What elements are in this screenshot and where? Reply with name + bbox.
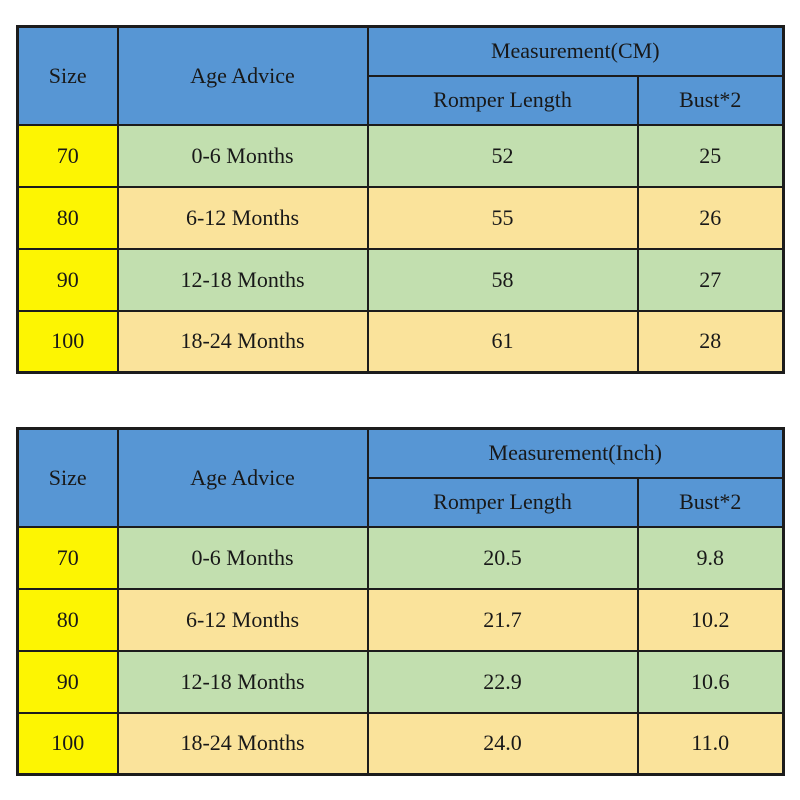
romper-length-cell: 58 [366, 247, 639, 312]
size-chart-table-cm: Size Age Advice Measurement(CM) Romper L… [16, 25, 785, 374]
age-cell: 12-18 Months [116, 247, 369, 312]
size-cell: 80 [16, 587, 119, 652]
romper-length-cell: 61 [366, 309, 639, 374]
romper-length-cell: 52 [366, 123, 639, 188]
romper-length-cell: 21.7 [366, 587, 639, 652]
bust-cell: 11.0 [636, 711, 785, 776]
romper-length-cell: 20.5 [366, 525, 639, 590]
header-size: Size [16, 25, 119, 126]
header-measurement-inch: Measurement(Inch) [366, 427, 785, 479]
size-chart-table-inch: Size Age Advice Measurement(Inch) Romper… [16, 427, 786, 776]
table-row: 90 12-18 Months 58 27 [16, 247, 785, 312]
age-cell: 0-6 Months [116, 525, 369, 590]
table-row: 70 0-6 Months 52 25 [16, 123, 785, 188]
table-row: 80 6-12 Months 55 26 [16, 185, 785, 250]
size-cell: 90 [16, 247, 119, 312]
header-age-advice: Age Advice [116, 427, 369, 528]
bust-cell: 28 [636, 309, 785, 374]
age-cell: 6-12 Months [116, 587, 369, 652]
header-romper-length: Romper Length [366, 476, 639, 528]
bust-cell: 10.6 [636, 649, 785, 714]
size-cell: 90 [16, 649, 119, 714]
table-row: 100 18-24 Months 61 28 [16, 309, 785, 374]
size-cell: 70 [16, 525, 119, 590]
header-romper-length: Romper Length [366, 74, 639, 126]
table-row: 70 0-6 Months 20.5 9.8 [16, 525, 785, 590]
bust-cell: 25 [636, 123, 785, 188]
age-cell: 18-24 Months [116, 309, 369, 374]
bust-cell: 26 [636, 185, 785, 250]
age-cell: 6-12 Months [116, 185, 369, 250]
age-cell: 0-6 Months [116, 123, 369, 188]
table-row: 80 6-12 Months 21.7 10.2 [16, 587, 785, 652]
age-cell: 18-24 Months [116, 711, 369, 776]
header-measurement-cm: Measurement(CM) [366, 25, 785, 77]
header-bust: Bust*2 [636, 74, 785, 126]
age-cell: 12-18 Months [116, 649, 369, 714]
romper-length-cell: 22.9 [366, 649, 639, 714]
header-bust: Bust*2 [636, 476, 785, 528]
table-row: 100 18-24 Months 24.0 11.0 [16, 711, 785, 776]
header-size: Size [16, 427, 119, 528]
bust-cell: 10.2 [636, 587, 785, 652]
romper-length-cell: 55 [366, 185, 639, 250]
bust-cell: 27 [636, 247, 785, 312]
size-cell: 100 [16, 309, 119, 374]
table-row: 90 12-18 Months 22.9 10.6 [16, 649, 785, 714]
size-cell: 100 [16, 711, 119, 776]
bust-cell: 9.8 [636, 525, 785, 590]
size-cell: 80 [16, 185, 119, 250]
romper-length-cell: 24.0 [366, 711, 639, 776]
size-cell: 70 [16, 123, 119, 188]
header-age-advice: Age Advice [116, 25, 369, 126]
